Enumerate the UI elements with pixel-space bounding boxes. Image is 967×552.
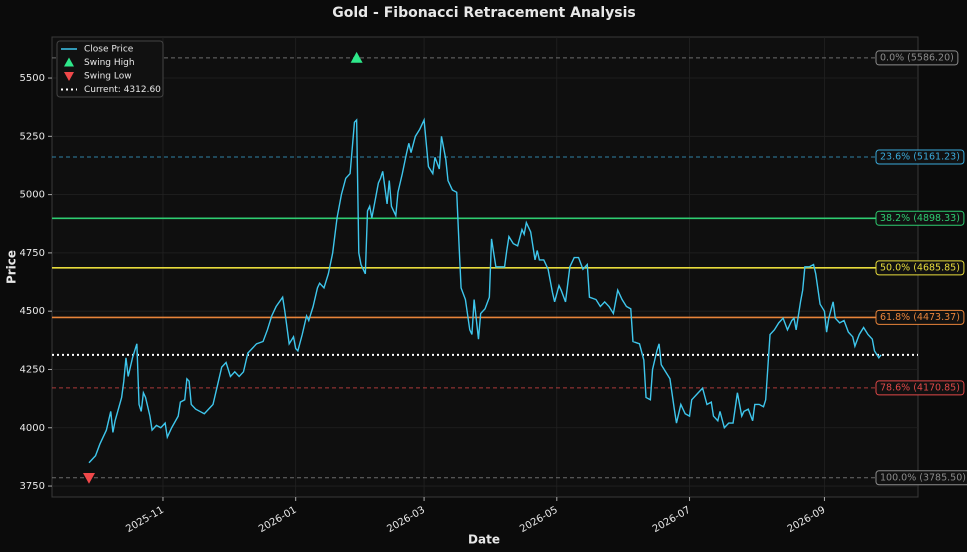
fib-level-label: 50.0% (4685.85)	[880, 262, 960, 273]
y-tick-label: 4250	[20, 364, 45, 375]
y-axis-label: Price	[5, 250, 19, 284]
fib-level-label-box	[875, 210, 965, 226]
fib-level-label-box	[875, 260, 965, 276]
y-tick-label: 5500	[20, 73, 45, 84]
fib-level-label: 0.0% (5586.20)	[880, 52, 954, 63]
legend-swatch	[64, 72, 74, 81]
legend-label: Swing Low	[84, 72, 132, 82]
fib-level-label-box	[875, 380, 965, 396]
fib-level-label: 23.6% (5161.23)	[880, 152, 960, 163]
legend-label: Close Price	[84, 45, 134, 55]
price-line	[88, 117, 882, 464]
x-axis-label: Date	[468, 533, 500, 547]
fib-level-label-box	[875, 149, 965, 165]
y-tick-label: 4750	[20, 248, 45, 259]
legend-swatch	[64, 57, 74, 67]
fib-level-label: 100.0% (3785.50)	[880, 472, 966, 483]
y-tick-label: 4500	[20, 306, 45, 317]
swing-marker	[82, 472, 95, 484]
plot-area	[51, 36, 919, 498]
fib-level-label-box	[875, 50, 959, 66]
fib-level-label: 38.2% (4898.33)	[880, 213, 960, 224]
swing-marker	[350, 51, 363, 63]
y-tick-label: 5250	[20, 131, 45, 142]
y-tick-label: 3750	[20, 481, 45, 492]
y-tick-label: 4000	[20, 423, 45, 434]
chart-title: Gold - Fibonacci Retracement Analysis	[332, 5, 636, 21]
legend-label: Current: 4312.60	[84, 85, 161, 95]
y-tick-label: 5000	[20, 190, 45, 201]
fib-level-label-box	[875, 309, 965, 325]
legend-label: Swing High	[84, 58, 135, 68]
legend-box	[56, 40, 164, 98]
fib-level-label-box	[875, 470, 967, 486]
fib-level-label: 78.6% (4170.85)	[880, 382, 960, 393]
fib-level-label: 61.8% (4473.37)	[880, 312, 960, 323]
